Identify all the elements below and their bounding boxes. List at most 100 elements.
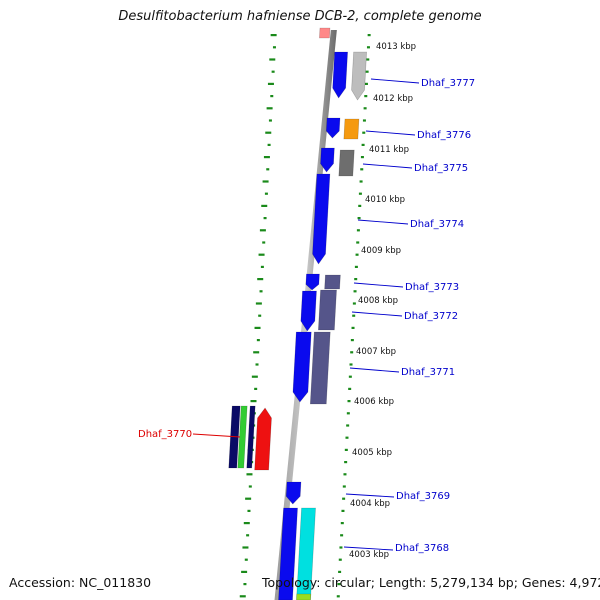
gene-label-leader-line [349,367,400,373]
gene-arrow-blue [320,147,335,173]
right-ruler-tick [349,363,353,366]
gene-label-leader-line [365,130,416,136]
right-ruler-tick [343,473,347,476]
gene-arrow-blue [285,481,302,505]
gene-arrow-slate [318,289,337,331]
gene-label-leader-line [343,546,394,551]
gene-arrow-blue [300,290,317,332]
left-ruler-tick [253,351,260,354]
right-ruler-tick [363,107,367,110]
kbp-tick-label: 4011 kbp [369,145,409,155]
gene-arrow-blue [312,173,331,265]
left-ruler-tick [266,107,273,110]
kbp-tick-label: 4006 kbp [354,397,394,407]
left-ruler-tick [251,375,258,378]
right-ruler-tick [361,143,365,146]
kbp-tick-label: 4003 kbp [349,550,389,560]
gene-label-leader-line [357,219,409,225]
right-ruler-tick [359,180,363,183]
gene-arrow-cyan [296,507,316,600]
left-ruler-tick [248,485,252,488]
gene-label: Dhaf_3769 [396,491,450,502]
right-ruler-tick [351,326,355,329]
kbp-tick-label: 4005 kbp [352,448,392,458]
left-ruler-tick [270,34,277,37]
kbp-tick-label: 4013 kbp [376,42,416,52]
gene-features [228,27,367,600]
left-ruler-tick [254,387,258,390]
gene-arrow-orange [343,118,360,140]
kbp-tick-label: 4008 kbp [358,296,398,306]
map-labels: 4013 kbp 4012 kbp 4011 kbp 4010 kbp 4009 kbp… [138,42,475,560]
gene-label: Dhaf_3771 [401,367,455,378]
left-ruler-tick [246,534,250,537]
left-ruler-tick [239,595,246,598]
gene-arrow-navy [246,405,256,469]
left-ruler-tick [256,339,260,342]
right-ruler-tick [352,302,356,305]
left-ruler-tick [263,156,270,159]
kbp-tick-label: 4009 kbp [361,246,401,256]
gene-arrow-yellowgreen [296,593,312,600]
right-ruler-tick [364,82,368,85]
left-ruler-tick [258,253,265,256]
left-ruler-tick [259,290,263,293]
gene-label: Dhaf_3770 [138,429,192,440]
gene-label: Dhaf_3776 [417,130,471,141]
gene-arrow-slate [309,331,331,405]
gene-arrow-blue [305,273,320,291]
right-ruler-tick [338,558,342,561]
gene-arrow-blue [292,331,312,403]
left-ruler-tick [243,522,250,525]
right-ruler-tick [342,497,346,500]
left-ruler-tick [267,82,274,85]
right-ruler-tick [350,339,354,342]
gene-label: Dhaf_3775 [414,163,468,174]
right-ruler-tick [339,546,343,549]
right-ruler-tick [362,131,366,134]
left-ruler-tick [260,265,264,268]
right-ruler-tick [347,400,351,403]
kbp-tick-label: 4010 kbp [365,195,405,205]
gene-label: Dhaf_3777 [421,78,475,89]
right-ruler-tick [340,534,344,537]
right-ruler-tick [362,119,366,122]
kbp-tick-label: 4004 kbp [350,499,390,509]
gene-label-leader-line [345,493,395,498]
map-title: Desulfitobacterium hafniense DCB-2, comp… [118,9,482,24]
right-ruler-tick [367,34,371,37]
right-ruler-tick [348,375,352,378]
left-ruler-tick [255,363,259,366]
gene-arrow-blue [278,507,298,600]
right-ruler-tick [354,265,358,268]
right-ruler-tick [353,290,357,293]
left-ruler-tick [242,546,249,549]
gene-arrow-pink [319,27,331,39]
left-ruler-tick [270,95,274,98]
right-ruler-tick [360,156,364,159]
right-ruler-tick [357,217,361,220]
right-ruler-tick [358,192,362,195]
left-ruler-tick [267,143,271,146]
left-ruler-tick [255,302,262,305]
right-ruler-tick [340,522,344,525]
gene-label: Dhaf_3774 [410,219,464,230]
kbp-tick-label: 4012 kbp [373,94,413,104]
gene-arrow-gray [351,51,367,101]
right-ruler-tick [352,314,356,317]
right-ruler-tick [356,229,360,232]
left-ruler-tick [244,558,248,561]
gene-label: Dhaf_3772 [404,311,458,322]
right-ruler-tick [355,253,359,256]
right-ruler-tick [342,485,346,488]
gene-arrow-green [237,405,248,469]
left-ruler-tick [261,204,268,207]
gene-arrow-blue [332,51,348,99]
right-ruler-tick [366,58,370,61]
left-ruler-tick [262,180,269,183]
right-ruler-tick [360,168,364,171]
left-ruler-tick [263,217,267,220]
left-ruler-tick [272,46,276,49]
